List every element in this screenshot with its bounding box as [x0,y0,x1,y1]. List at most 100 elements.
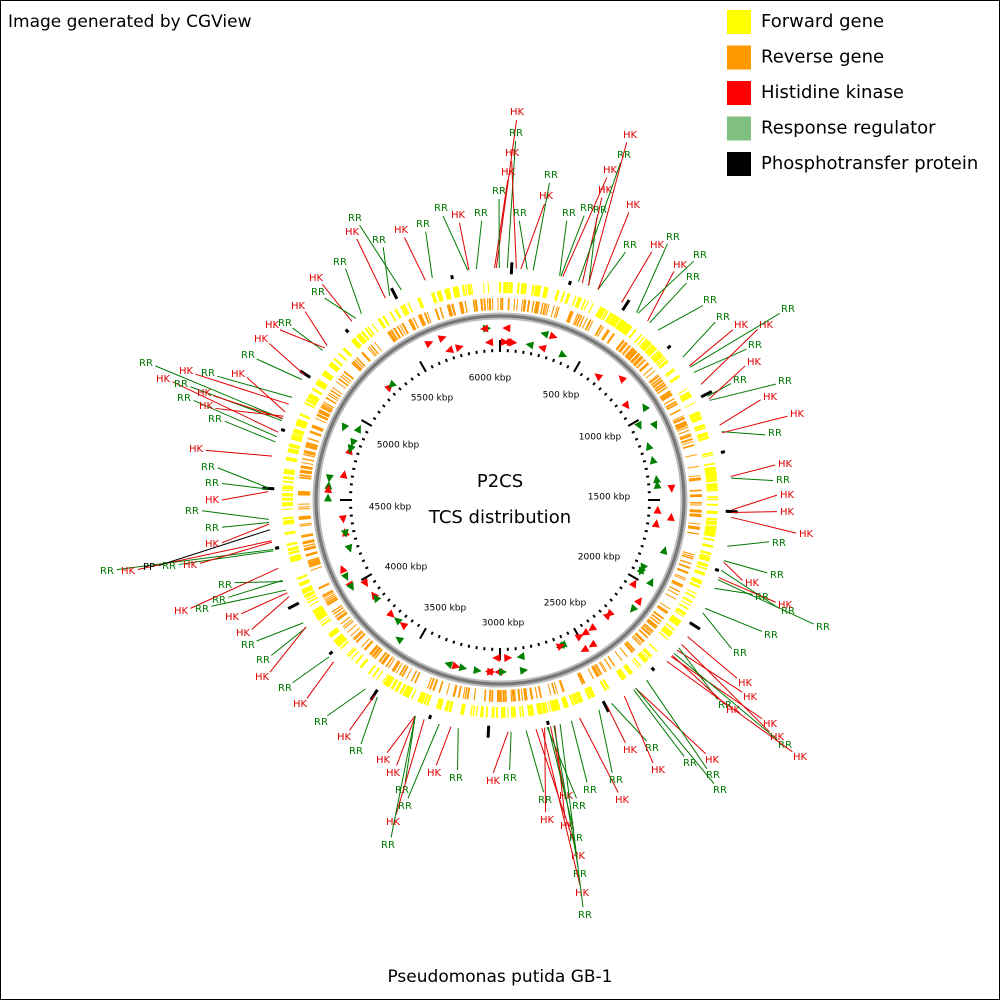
forward-gene [299,412,311,420]
reverse-gene [312,424,324,431]
ruler-tick [623,416,628,421]
forward-gene [521,705,525,717]
feature-label: HK [183,560,198,571]
forward-gene [461,285,465,297]
reverse-gene [451,303,456,316]
forward-gene [706,482,718,487]
reverse-gene [633,356,644,367]
reverse-gene [626,349,636,359]
forward-gene [340,640,350,650]
feature-label: RR [706,770,720,781]
feature-label: RR [311,287,325,298]
forward-gene [697,436,710,442]
feature-leader [390,715,416,838]
feature-label: RR [100,566,114,577]
reverse-gene [596,326,604,338]
forward-gene [410,688,417,700]
reverse-gene [327,598,339,606]
reverse-gene [388,330,397,342]
forward-gene [653,353,664,363]
forward-gene [286,541,298,547]
feature-label: RR [718,700,732,711]
feature-label: HK [799,529,814,540]
feature-leader [221,523,270,544]
tcs-gene [458,663,468,672]
forward-gene [520,283,525,295]
forward-gene [356,333,367,345]
reverse-gene [689,514,702,518]
reverse-gene [426,311,432,324]
tcs-gene [659,546,668,556]
ruler-tick [544,640,548,644]
reverse-gene [536,301,541,314]
forward-gene [298,579,310,586]
feature-leader [494,179,509,269]
feature-leader [587,142,628,286]
forward-gene [668,616,680,626]
feature-label: RR [208,414,222,425]
feature-label: RR [509,128,523,139]
forward-gene [522,283,526,295]
forward-gene [705,473,717,477]
feature-label: RR [748,340,762,351]
tcs-gene [350,437,358,447]
ruler-tick [382,592,386,596]
ruler-tick [387,598,391,602]
feature-label: HK [293,699,308,710]
feature-label: RR [174,379,188,390]
feature-label: HK [427,768,442,779]
ruler-tick [467,644,471,648]
reverse-gene [678,429,690,435]
tcs-gene [394,617,403,626]
forward-gene [684,591,696,599]
outer-tick [328,650,334,656]
forward-gene [346,646,355,656]
forward-gene [426,694,432,706]
forward-gene [282,485,294,488]
forward-gene [283,471,295,476]
feature-label: HK [254,334,269,345]
forward-gene [399,683,407,695]
reverse-gene [342,619,353,628]
feature-label: RR [201,462,215,473]
tcs-gene [339,470,348,479]
feature-leader [731,494,778,511]
outer-tick [621,299,631,311]
forward-gene [703,462,716,467]
forward-gene [372,667,380,678]
reverse-gene [649,375,660,384]
forward-gene [565,293,571,305]
feature-label: RR [572,801,586,812]
feature-leader [326,688,366,717]
tcs-gene [649,420,658,430]
ruler-tick [537,353,541,358]
forward-gene [574,692,580,704]
tcs-gene [666,512,675,522]
feature-leader [234,581,283,584]
tcs-gene [473,666,482,674]
reverse-gene [414,671,421,684]
forward-gene [674,610,685,618]
ruler-label: 500 kbp [543,391,580,401]
forward-gene [316,612,328,621]
feature-label: RR [733,375,747,386]
reverse-gene [338,377,349,387]
reverse-gene [511,689,514,702]
feature-leader [719,399,761,426]
reverse-gene [635,358,646,368]
ruler-tick [598,387,602,391]
forward-gene [510,706,513,718]
feature-leader [217,467,269,489]
feature-leader [215,407,284,417]
feature-leader [546,726,577,799]
reverse-gene [372,647,382,658]
reverse-gene [361,352,371,362]
reverse-gene [310,565,323,572]
feature-label: HK [174,606,189,617]
forward-gene [306,399,317,406]
reverse-gene [687,526,701,531]
forward-gene [705,522,717,526]
reverse-gene [341,373,352,383]
reverse-gene [598,661,606,673]
ruler-tick [642,459,647,463]
